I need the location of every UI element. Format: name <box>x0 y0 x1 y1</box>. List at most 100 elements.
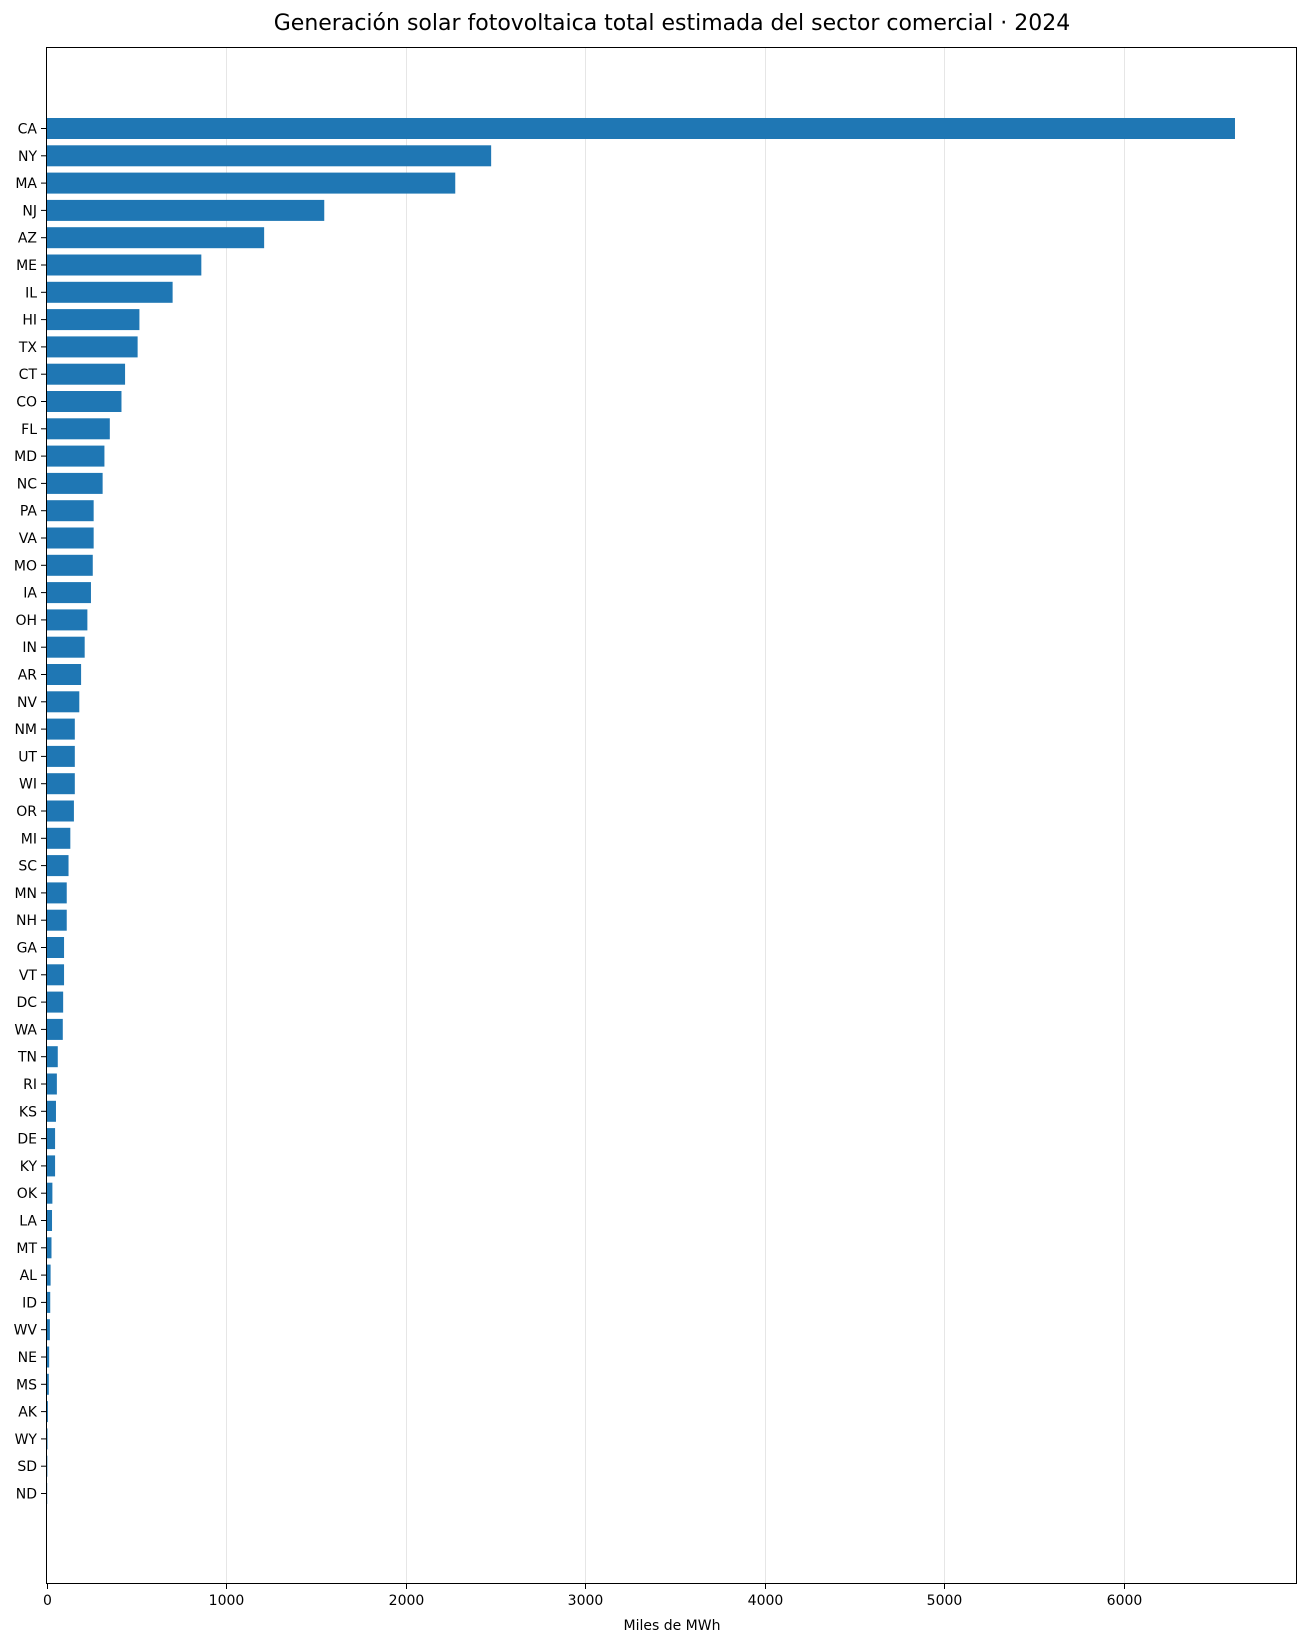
bar-nj <box>47 200 324 221</box>
y-tick-label: NH <box>16 913 37 929</box>
y-tick-label: AZ <box>18 231 37 247</box>
x-tick-label: 5000 <box>927 1593 963 1609</box>
y-tick-label: NJ <box>22 203 37 219</box>
bar-mo <box>47 555 93 576</box>
y-tick-label: CO <box>16 395 37 411</box>
y-tick-label: NC <box>17 476 37 492</box>
bar-nc <box>47 473 103 494</box>
y-tick-label: ME <box>16 258 37 274</box>
y-tick-label: AR <box>18 668 38 684</box>
bar-tx <box>47 336 138 357</box>
y-tick-label: MT <box>16 1241 37 1257</box>
y-tick-label: KY <box>20 1159 38 1175</box>
bar-wv <box>47 1319 50 1340</box>
bar-fl <box>47 418 110 439</box>
y-tick-label: FL <box>21 422 37 438</box>
bar-ga <box>47 937 64 958</box>
y-tick-label: NE <box>18 1350 37 1366</box>
y-tick-label: GA <box>17 941 38 957</box>
y-tick-label: WA <box>14 1022 37 1038</box>
bar-al <box>47 1265 51 1286</box>
y-tick-label: CT <box>19 367 38 383</box>
bar-az <box>47 227 264 248</box>
x-tick-label: 6000 <box>1107 1593 1143 1609</box>
bar-or <box>47 801 74 822</box>
y-tick-label: MI <box>21 831 37 847</box>
bar-ut <box>47 746 75 767</box>
y-tick-label: NM <box>14 722 37 738</box>
y-tick-label: DC <box>16 995 37 1011</box>
bar-id <box>47 1292 50 1313</box>
y-tick-label: VA <box>19 531 38 547</box>
bar-ny <box>47 145 491 166</box>
y-tick-label: WV <box>14 1323 38 1339</box>
x-tick-label: 1000 <box>209 1593 245 1609</box>
y-tick-label: MD <box>14 449 37 465</box>
y-tick-label: MO <box>14 558 37 574</box>
x-axis-label: Miles de MWh <box>624 1618 721 1634</box>
y-tick-label: WI <box>19 777 37 793</box>
bar-ia <box>47 582 91 603</box>
y-tick-label: KS <box>19 1104 37 1120</box>
y-tick-label: TN <box>17 1050 37 1066</box>
bar-tn <box>47 1046 58 1067</box>
y-tick-label: DE <box>17 1132 37 1148</box>
y-tick-label: SD <box>17 1459 37 1475</box>
bar-ms <box>47 1374 49 1395</box>
x-tick-label: 3000 <box>568 1593 604 1609</box>
y-tick-label: ID <box>22 1295 37 1311</box>
y-tick-label: VT <box>19 968 38 984</box>
x-tick-label: 2000 <box>389 1593 425 1609</box>
bar-vt <box>47 964 64 985</box>
y-tick-label: RI <box>23 1077 37 1093</box>
y-tick-label: IA <box>23 586 37 602</box>
bar-hi <box>47 309 139 330</box>
y-tick-label: TX <box>18 340 38 356</box>
bar-nv <box>47 691 79 712</box>
bar-mn <box>47 882 67 903</box>
bar-ar <box>47 664 81 685</box>
y-tick-label: AK <box>18 1405 38 1421</box>
y-tick-label: ND <box>16 1487 37 1503</box>
bar-ak <box>47 1401 48 1422</box>
bar-va <box>47 528 94 549</box>
chart-title: Generación solar fotovoltaica total esti… <box>274 11 1070 36</box>
bar-wi <box>47 773 75 794</box>
y-tick-label: OH <box>15 613 37 629</box>
y-tick-label: IL <box>25 285 37 301</box>
y-tick-label: MA <box>15 176 37 192</box>
y-tick-label: PA <box>20 504 38 520</box>
y-tick-label: MN <box>14 886 37 902</box>
bar-de <box>47 1128 55 1149</box>
bar-ma <box>47 173 455 194</box>
y-tick-label: NV <box>17 695 37 711</box>
bar-oh <box>47 609 87 630</box>
bar-in <box>47 637 85 658</box>
bar-ri <box>47 1074 57 1095</box>
bar-wa <box>47 1019 63 1040</box>
bar-pa <box>47 500 94 521</box>
bar-wy <box>47 1428 48 1449</box>
bar-ca <box>47 118 1235 139</box>
bar-mi <box>47 828 70 849</box>
y-tick-label: OR <box>16 804 37 820</box>
y-tick-label: NY <box>18 149 37 165</box>
y-tick-label: HI <box>22 313 37 329</box>
y-tick-label: UT <box>18 749 37 765</box>
bar-me <box>47 255 201 276</box>
bar-ne <box>47 1347 49 1368</box>
y-tick-label: IN <box>22 640 37 656</box>
bar-mt <box>47 1237 51 1258</box>
x-tick-label: 4000 <box>748 1593 784 1609</box>
bar-sc <box>47 855 69 876</box>
y-tick-label: MS <box>16 1377 37 1393</box>
bar-il <box>47 282 173 303</box>
bar-md <box>47 446 104 467</box>
bar-ct <box>47 364 125 385</box>
y-tick-label: OK <box>17 1186 38 1202</box>
bar-ok <box>47 1183 52 1204</box>
bar-nh <box>47 910 67 931</box>
bar-dc <box>47 992 63 1013</box>
